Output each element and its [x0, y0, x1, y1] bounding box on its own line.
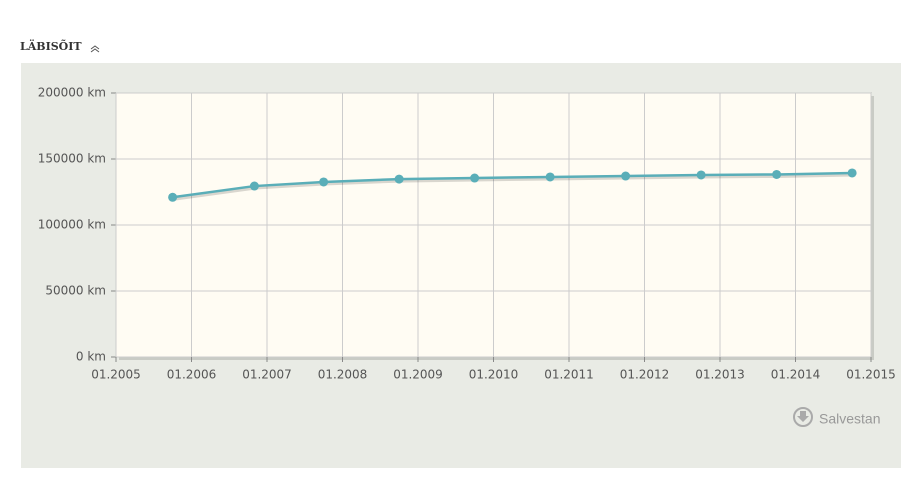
y-tick-label: 100000 km	[38, 218, 106, 232]
x-tick-label: 01.2013	[695, 368, 745, 382]
x-tick-label: 01.2008	[318, 368, 368, 382]
save-label[interactable]: Salvestan	[819, 411, 880, 427]
collapse-icon[interactable]	[90, 45, 100, 53]
point	[545, 172, 555, 182]
download-icon	[793, 407, 813, 427]
line	[172, 171, 853, 199]
x-tick-label: 01.2011	[544, 368, 594, 382]
point	[847, 168, 857, 178]
y-tick-label: 0 km	[76, 350, 106, 364]
point	[319, 177, 329, 187]
x-tick-label: 01.2010	[469, 368, 519, 382]
download-arrow	[797, 411, 809, 422]
point	[696, 170, 706, 180]
point	[772, 169, 782, 179]
point	[249, 181, 259, 191]
save-button[interactable]: Salvestan	[793, 407, 880, 427]
x-tick-label: 01.2014	[771, 368, 821, 382]
point	[470, 173, 480, 183]
x-tick-label: 01.2007	[242, 368, 292, 382]
section-title: LÄBISÕIT	[20, 39, 82, 53]
x-tick-label: 01.2012	[620, 368, 670, 382]
y-tick-label: 50000 km	[45, 284, 106, 298]
point	[394, 174, 404, 184]
point	[621, 171, 631, 181]
x-tick-label: 01.2006	[167, 368, 217, 382]
point	[168, 192, 178, 202]
y-tick-label: 200000 km	[38, 86, 106, 100]
line-shadow	[173, 173, 854, 201]
x-tick-label: 01.2015	[846, 368, 896, 382]
x-tick-label: 01.2009	[393, 368, 443, 382]
y-tick-label: 150000 km	[38, 152, 106, 166]
x-tick-label: 01.2005	[91, 368, 141, 382]
